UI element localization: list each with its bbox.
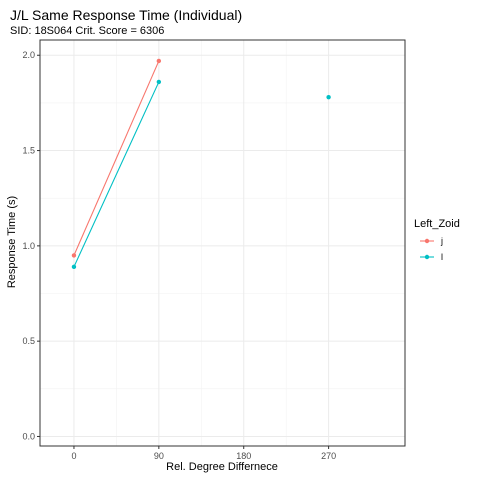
legend-label-j: j — [440, 236, 443, 246]
legend: Left_Zoid jl — [414, 218, 460, 262]
data-point-j — [156, 58, 162, 64]
series-layer — [71, 58, 331, 270]
data-point-l — [156, 79, 162, 85]
y-tick-label: 1.0 — [22, 241, 35, 251]
y-axis: 0.0 0.5 1.0 1.5 2.0 — [22, 50, 40, 441]
legend-key-point — [424, 254, 430, 260]
y-tick-label: 0.0 — [22, 431, 35, 441]
legend-title: Left_Zoid — [414, 218, 460, 230]
y-axis-title: Response Time (s) — [6, 196, 18, 288]
x-axis-title: Rel. Degree Differnece — [166, 461, 278, 473]
x-axis: 0 90 180 270 — [71, 446, 336, 461]
series-l-line — [73, 81, 160, 268]
y-tick-label: 1.5 — [22, 146, 35, 156]
panel-background — [40, 40, 405, 446]
y-tick-label: 0.5 — [22, 336, 35, 346]
legend-label-l: l — [441, 252, 443, 262]
x-tick-label: 180 — [236, 451, 251, 461]
legend-key-point — [424, 238, 430, 244]
chart-subtitle: SID: 18S064 Crit. Score = 6306 — [10, 25, 164, 37]
x-tick-label: 90 — [154, 451, 164, 461]
data-point-l — [326, 94, 331, 100]
x-tick-label: 0 — [71, 451, 76, 461]
series-j-line — [73, 60, 160, 256]
data-point-l — [71, 264, 77, 270]
series-l — [71, 79, 331, 270]
data-point-j — [71, 253, 77, 258]
series-j — [71, 58, 162, 258]
x-tick-label: 270 — [321, 451, 336, 461]
plot-panel — [39, 39, 406, 447]
chart-title: J/L Same Response Time (Individual) — [10, 7, 242, 23]
y-tick-label: 2.0 — [22, 50, 35, 60]
grid-minor — [40, 40, 405, 446]
legend-key-j — [420, 238, 434, 244]
panel-border — [39, 39, 406, 447]
grid-major — [40, 40, 405, 446]
legend-key-l — [420, 254, 434, 260]
